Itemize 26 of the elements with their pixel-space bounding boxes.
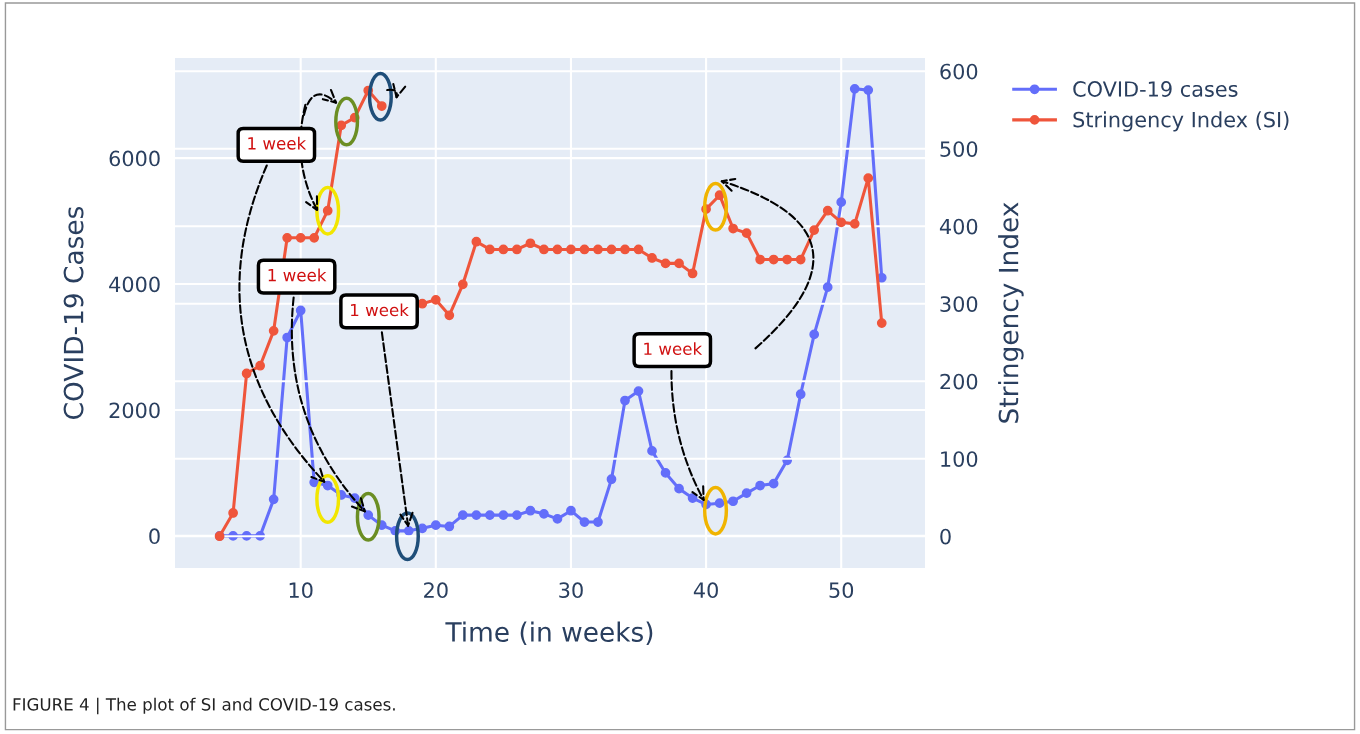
y2-tick-label: 100 xyxy=(941,451,978,467)
x-tick-label: 40 xyxy=(693,582,718,599)
y2-tick-label: 300 xyxy=(940,296,978,312)
legend-label: COVID-19 cases xyxy=(1073,81,1238,97)
legend-label: Stringency Index (SI) xyxy=(1073,111,1289,132)
x-axis-title: Time (in weeks) xyxy=(445,621,653,646)
y2-tick-label: 400 xyxy=(939,218,978,235)
annotation: 1 week xyxy=(268,268,327,282)
y-axis-title: COVID-19 Cases xyxy=(63,206,84,419)
x-tick-label: 10 xyxy=(289,582,313,599)
annotation: 1 week xyxy=(644,342,703,356)
x-tick-label: 20 xyxy=(424,582,448,599)
y2-tick-label: 500 xyxy=(940,141,978,157)
y-tick-label: 0 xyxy=(149,528,160,545)
y2-tick-label: 0 xyxy=(940,528,951,545)
y2-tick-label: 200 xyxy=(940,373,978,390)
annotation: 1 week xyxy=(248,136,307,150)
annotation: 1 week xyxy=(351,303,409,317)
y-tick-label: 6000 xyxy=(109,150,160,167)
x-tick-label: 50 xyxy=(829,582,854,599)
y-tick-label: 2000 xyxy=(109,402,160,419)
y2-tick-label: 600 xyxy=(940,63,978,80)
y-tick-label: 4000 xyxy=(109,276,160,293)
x-tick-label: 30 xyxy=(559,582,583,599)
caption: FIGURE 4 | The plot of SI and COVID-19 cases. xyxy=(13,697,395,715)
y2-axis-title: Stringency Index xyxy=(998,202,1024,423)
